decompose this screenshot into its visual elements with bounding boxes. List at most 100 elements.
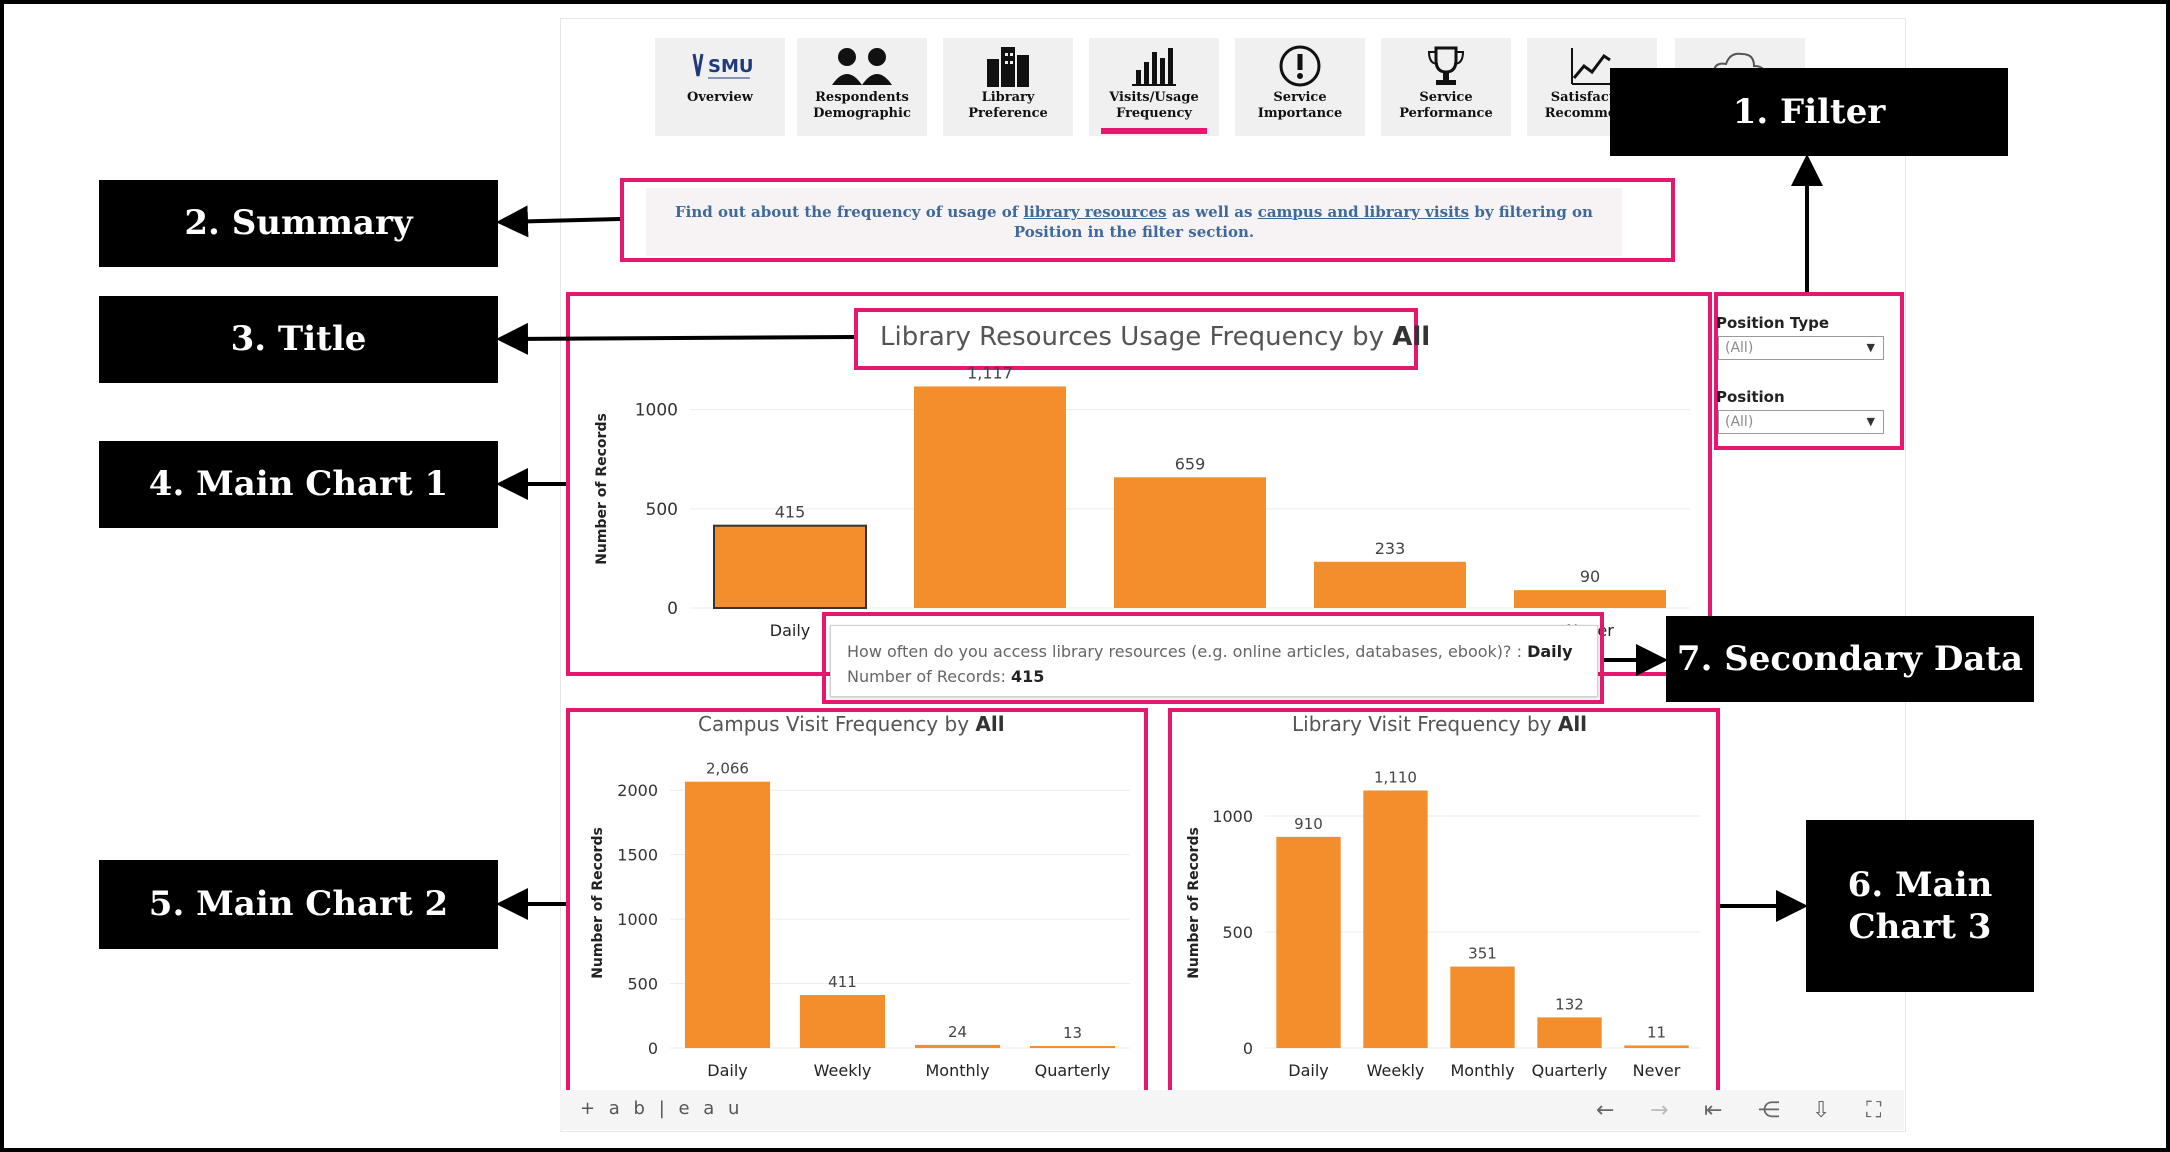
annotation-title: 3. Title — [99, 296, 498, 383]
campus-library-visits-link[interactable]: campus and library visits — [1257, 203, 1470, 221]
trend-icon — [1527, 44, 1657, 88]
tooltip-question-line: How often do you access library resource… — [847, 642, 1573, 661]
chart1-y-tick: 500 — [646, 500, 678, 520]
fullscreen-icon[interactable]: ⛶ — [1866, 1098, 1882, 1123]
chart3-category-label: Never — [1633, 1061, 1681, 1080]
nav-label: Overview — [687, 90, 753, 105]
chart1-title-text: Library Resources Usage Frequency by — [880, 322, 1393, 352]
smu-logo-text: SMU — [708, 56, 754, 77]
annotation-filter: 1. Filter — [1610, 68, 2008, 156]
tooltip-records-line: Number of Records: 415 — [847, 667, 1044, 686]
chart3-bar — [1363, 790, 1428, 1048]
tooltip-records-label: Number of Records: — [847, 667, 1011, 686]
trophy-icon — [1381, 44, 1511, 88]
chart3-y-axis-label: Number of Records — [1186, 827, 1202, 979]
position-dropdown[interactable]: (All) ▼ — [1718, 410, 1884, 434]
tooltip-question: How often do you access library resource… — [847, 642, 1528, 661]
position-type-label: Position Type — [1716, 314, 1830, 332]
chart1-bar — [1314, 561, 1466, 608]
main-chart-1: 0 500 1000 Number of Records 415 Daily 1,117 65… — [594, 363, 1690, 640]
summary-panel: Find out about the frequency of usage of… — [646, 188, 1622, 256]
chart3-data-label: 1,110 — [1374, 768, 1417, 786]
summary-text-part: Find out about the frequency of usage of — [675, 203, 1024, 221]
chart2-data-label: 13 — [1063, 1024, 1082, 1042]
chart2-data-label: 411 — [828, 973, 857, 991]
chart2-data-label: 2,066 — [706, 760, 749, 778]
chart2-bar — [684, 781, 771, 1048]
tooltip: How often do you access library resource… — [830, 625, 1598, 697]
chart1-y-tick: 0 — [667, 599, 678, 619]
chart3-category-label: Weekly — [1367, 1061, 1425, 1080]
chart1-bar — [713, 524, 867, 609]
position-label: Position — [1716, 388, 1785, 406]
chart3-data-label: 132 — [1555, 995, 1584, 1013]
chart2-bar — [914, 1044, 1001, 1048]
chart3-y-tick: 1000 — [1212, 807, 1253, 826]
summary-text-part: by filtering on Position in the filter s… — [1013, 203, 1593, 241]
building-icon — [943, 44, 1073, 88]
tooltip-answer: Daily — [1527, 642, 1573, 661]
chart2-title: Campus Visit Frequency by All — [698, 712, 1005, 736]
chart2-category-label: Daily — [707, 1061, 747, 1080]
annotation-main-chart-3: 6. Main Chart 3 — [1806, 820, 2034, 992]
nav-service-performance[interactable]: Service Performance — [1381, 38, 1511, 136]
chart3-data-label: 11 — [1647, 1023, 1666, 1041]
chart1-bar — [1514, 590, 1666, 608]
download-icon[interactable]: ⇩ — [1812, 1098, 1831, 1123]
nav-service-importance[interactable]: Service Importance — [1235, 38, 1365, 136]
nav-label: Visits/Usage Frequency — [1109, 90, 1199, 122]
chart2-category-label: Monthly — [925, 1061, 989, 1080]
secondary-data-highlight-box — [822, 612, 1604, 704]
arrow-title — [496, 322, 855, 355]
nav-respondents-demographic[interactable]: Respondents Demographic — [797, 38, 927, 136]
chart1-data-label: 659 — [1175, 454, 1206, 473]
annotation-summary: 2. Summary — [99, 180, 498, 267]
position-value: (All) — [1725, 414, 1754, 430]
chart2-y-axis-label: Number of Records — [590, 827, 606, 979]
chart1-bar — [1114, 477, 1266, 608]
revert-icon[interactable]: ⇤ — [1704, 1098, 1723, 1123]
position-type-value: (All) — [1725, 340, 1754, 356]
summary-highlight-box — [620, 178, 1675, 262]
nav-bar: SMU Overview Respondents Demographic Lib… — [655, 38, 1815, 136]
chart1-title: Library Resources Usage Frequency by All — [880, 322, 1430, 352]
nav-label: Service Importance — [1257, 90, 1343, 122]
nav-overview[interactable]: SMU Overview — [655, 38, 785, 136]
chart2-y-tick: 1000 — [617, 910, 658, 929]
smu-logo-icon: SMU — [655, 44, 785, 88]
tooltip-records-value: 415 — [1010, 667, 1045, 686]
chart1-data-label: 1,117 — [967, 363, 1013, 382]
redo-icon[interactable]: → — [1650, 1098, 1669, 1123]
chart2-category-label: Quarterly — [1035, 1061, 1111, 1080]
chart2-bar — [799, 995, 886, 1048]
people-icon — [797, 44, 927, 88]
chart2-y-tick: 0 — [648, 1039, 658, 1058]
title-highlight-box — [854, 308, 1418, 370]
nav-library-preference[interactable]: Library Preference — [943, 38, 1073, 136]
chart3-bar — [1624, 1045, 1689, 1048]
nav-visits-usage-frequency[interactable]: Visits/Usage Frequency — [1089, 38, 1219, 136]
share-icon[interactable]: ⋲ — [1758, 1098, 1780, 1123]
main-chart-2: 0 500 1000 1500 2000 Number of Records 2,066 Da… — [590, 760, 1130, 1080]
chart2-bar — [1029, 1046, 1116, 1048]
undo-icon[interactable]: ← — [1596, 1098, 1615, 1123]
chart2-category-label: Weekly — [814, 1061, 872, 1080]
chart3-category-label: Daily — [1288, 1061, 1328, 1080]
chart1-category-label: Daily — [770, 621, 810, 640]
chart3-y-tick: 0 — [1243, 1039, 1253, 1058]
bar-chart-icon — [1089, 44, 1219, 88]
library-resources-link[interactable]: library resources — [1023, 203, 1167, 221]
chart3-y-tick: 500 — [1222, 923, 1253, 942]
exclamation-icon — [1235, 44, 1365, 88]
position-type-dropdown[interactable]: (All) ▼ — [1718, 336, 1884, 360]
nav-label: Service Performance — [1399, 90, 1493, 122]
chart3-bar — [1450, 966, 1515, 1048]
chart1-data-label: 233 — [1375, 539, 1406, 558]
chart3-category-label: Monthly — [1450, 1061, 1514, 1080]
chart1-bar — [914, 386, 1066, 608]
chart2-data-label: 24 — [948, 1023, 967, 1041]
chart3-bar — [1537, 1017, 1602, 1048]
annotation-main-chart-3-line: Chart 3 — [1848, 907, 1992, 947]
chart2-title-text: Campus Visit Frequency by — [698, 712, 976, 736]
